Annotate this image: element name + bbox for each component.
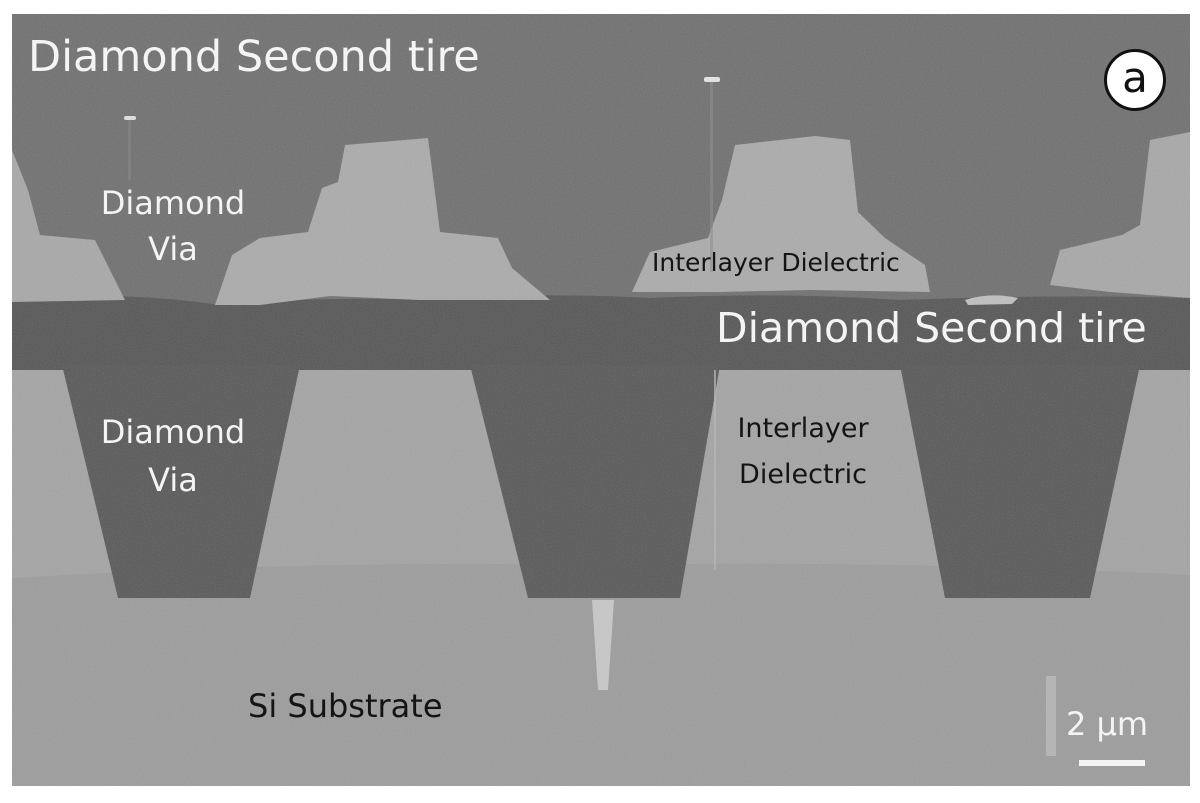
- label-upper-via-line1: Diamond: [100, 184, 246, 222]
- label-upper-diamond-via: Diamond Via: [98, 180, 248, 272]
- label-upper-via-line2: Via: [148, 230, 198, 268]
- label-lower-diamond-via: Diamond Via: [98, 408, 248, 504]
- label-lower-dielectric-line2: Dielectric: [739, 459, 867, 490]
- label-top-second-tier: Diamond Second tire: [28, 32, 480, 82]
- label-lower-via-line1: Diamond: [100, 413, 246, 451]
- panel-letter-badge: a: [1104, 49, 1166, 111]
- label-si-substrate: Si Substrate: [248, 687, 443, 725]
- label-upper-interlayer-dielectric: Interlayer Dielectric: [652, 248, 900, 277]
- label-lower-via-line2: Via: [148, 461, 198, 499]
- label-lower-interlayer-dielectric: Interlayer Dielectric: [728, 406, 878, 498]
- micrograph-area: [12, 14, 1190, 786]
- scale-bar: [1079, 760, 1145, 766]
- label-middle-second-tier: Diamond Second tire: [716, 304, 1147, 352]
- label-lower-dielectric-line1: Interlayer: [737, 413, 869, 444]
- scale-bar-label: 2 µm: [1066, 705, 1149, 743]
- panel-letter: a: [1122, 53, 1148, 102]
